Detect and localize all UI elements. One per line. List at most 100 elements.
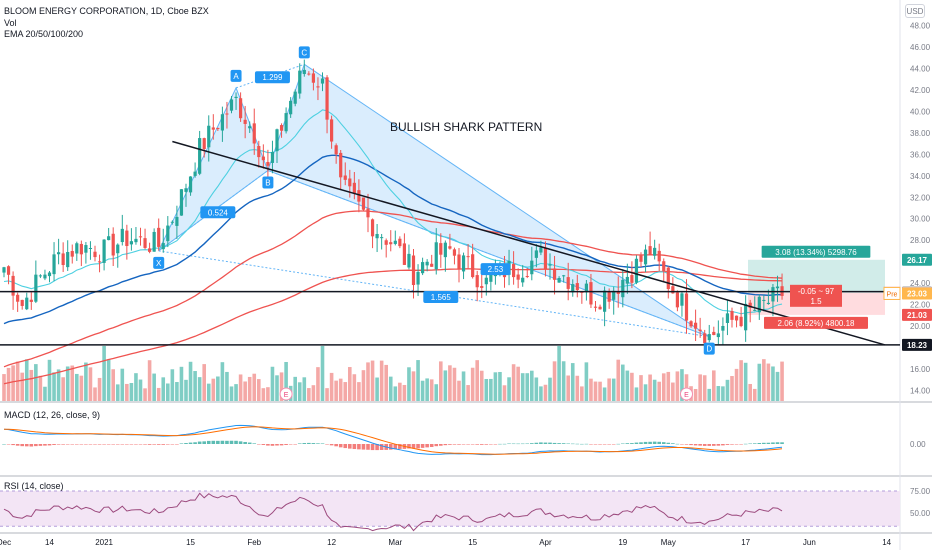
- macd-bar: [721, 444, 725, 446]
- macd-bar: [780, 442, 784, 444]
- candle-body: [630, 275, 634, 283]
- time-axis: Dec14202115Feb12Mar15Apr19May17Jun14Ju: [0, 538, 892, 547]
- macd-bar: [284, 444, 288, 445]
- candle-body: [266, 161, 270, 166]
- macd-bar: [634, 442, 639, 444]
- volume-bar: [461, 371, 466, 401]
- macd-bar: [398, 444, 402, 449]
- candle-body: [484, 277, 488, 285]
- macd-bar: [684, 444, 689, 445]
- macd-bar: [621, 443, 625, 445]
- volume-bar: [725, 379, 730, 401]
- candle-body: [421, 262, 425, 274]
- candle-body: [571, 284, 575, 293]
- ema-100-line: [3, 210, 783, 368]
- macd-bar: [525, 443, 530, 445]
- macd-bar: [698, 444, 702, 446]
- volume-bar: [416, 360, 420, 401]
- candle-body: [653, 247, 657, 256]
- volume-bar: [630, 372, 634, 401]
- macd-bar: [111, 444, 115, 445]
- volume-bar: [329, 372, 334, 401]
- macd-bar: [348, 444, 352, 449]
- macd-bar: [75, 444, 79, 445]
- time-tick-label: 12: [327, 538, 336, 547]
- rsi-legend[interactable]: RSI (14, close): [4, 481, 64, 491]
- ema-legend[interactable]: EMA 20/50/100/200: [4, 29, 84, 39]
- volume-bar: [584, 362, 589, 401]
- macd-bar: [539, 442, 543, 444]
- volume-bar: [24, 359, 29, 401]
- ratio-label: [254, 71, 290, 84]
- candle-body: [634, 258, 639, 283]
- candle-body: [234, 96, 238, 98]
- candle-body: [198, 138, 202, 174]
- candle-body: [202, 138, 206, 150]
- price-tag-text: 18.23: [907, 341, 928, 350]
- volume-bar: [680, 369, 684, 401]
- volume-bar: [593, 381, 598, 401]
- macd-bar: [316, 443, 320, 444]
- volume-bar: [238, 374, 243, 401]
- ratio-line: [158, 170, 269, 252]
- macd-bar: [730, 444, 734, 445]
- candle-body: [703, 333, 707, 344]
- macd-bar: [598, 444, 602, 445]
- macd-bar: [748, 443, 752, 445]
- volume-bar: [661, 373, 666, 401]
- volume-bar: [125, 383, 129, 401]
- volume-bar: [320, 346, 325, 401]
- symbol-title: BLOOM ENERGY CORPORATION, 1D, Cboe BZX: [4, 6, 209, 16]
- candle-body: [475, 275, 479, 288]
- volume-bar: [120, 368, 125, 401]
- candle-body: [521, 277, 525, 283]
- price-tag-text: 26.17: [907, 256, 928, 265]
- volume-bar: [598, 381, 602, 401]
- volume-bar: [84, 362, 88, 401]
- macd-bar: [484, 444, 489, 445]
- time-tick-label: Apr: [539, 538, 552, 547]
- volume-bar: [270, 366, 275, 401]
- time-tick-label: 2021: [95, 538, 113, 547]
- candle-body: [43, 274, 47, 279]
- candle-body: [648, 246, 652, 256]
- macd-bar: [120, 444, 125, 445]
- candle-body: [325, 77, 329, 120]
- candle-body: [734, 315, 739, 321]
- volume-bar: [106, 359, 111, 401]
- macd-legend[interactable]: MACD (12, 26, close, 9): [4, 410, 101, 420]
- candle-body: [557, 278, 561, 283]
- volume-bar: [161, 377, 166, 401]
- macd-bar: [443, 444, 448, 446]
- price-tick-label: 20.00: [910, 322, 931, 331]
- volume-bar: [602, 387, 607, 401]
- volume-bar: [479, 370, 484, 401]
- candle-body: [416, 271, 420, 285]
- macd-bar: [607, 444, 611, 445]
- currency-button[interactable]: USD: [905, 4, 925, 18]
- volume-bar: [147, 360, 152, 401]
- volume-bar: [575, 375, 580, 401]
- volume-bar: [220, 362, 225, 401]
- macd-bar: [766, 442, 771, 444]
- candle-body: [716, 333, 720, 338]
- candle-body: [466, 256, 470, 258]
- volume-bar: [193, 371, 197, 401]
- macd-bar: [689, 444, 693, 446]
- volume-bar: [520, 373, 525, 401]
- macd-bar: [375, 444, 379, 451]
- candle-body: [543, 247, 548, 270]
- vol-legend[interactable]: Vol: [4, 18, 17, 28]
- candle-body: [134, 238, 138, 243]
- volume-bar: [206, 383, 211, 401]
- candle-body: [643, 249, 648, 265]
- volume-bar: [325, 388, 329, 401]
- candle-body: [311, 73, 315, 83]
- candle-body: [107, 236, 111, 241]
- candle-body: [566, 277, 570, 289]
- long-stop-label-text: 2.06 (8.92%) 4800.18: [778, 319, 855, 328]
- macd-bar: [511, 443, 516, 445]
- earnings-marker: [680, 387, 693, 401]
- ratio-label-text: 1.299: [262, 73, 283, 82]
